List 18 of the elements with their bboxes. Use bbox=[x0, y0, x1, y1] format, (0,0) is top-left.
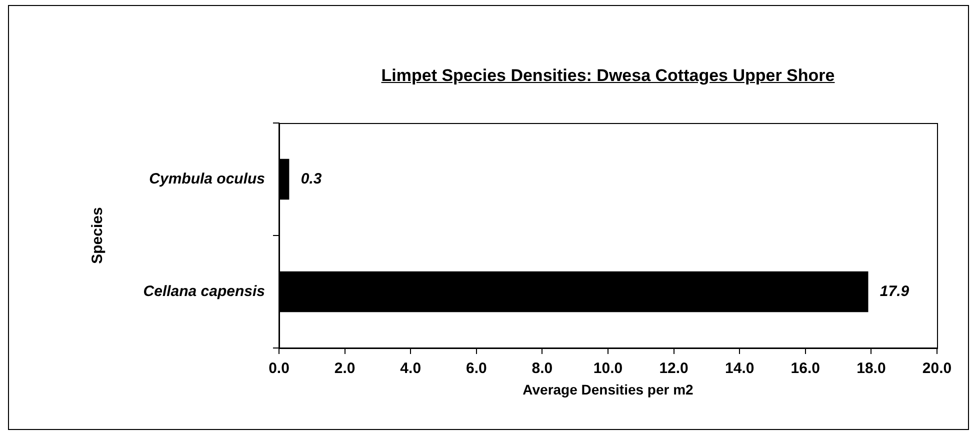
x-tick-label: 18.0 bbox=[856, 360, 886, 378]
x-tick-label: 10.0 bbox=[593, 360, 623, 378]
x-tick-label: 14.0 bbox=[725, 360, 754, 378]
data-label: 0.3 bbox=[300, 170, 322, 188]
x-axis-title: Average Densities per m2 bbox=[522, 381, 694, 398]
x-tick-label: 2.0 bbox=[334, 360, 356, 378]
x-tick-label: 6.0 bbox=[466, 360, 487, 378]
y-axis-title: Species bbox=[89, 207, 106, 264]
x-tick-label: 20.0 bbox=[922, 360, 952, 378]
data-label: 17.9 bbox=[880, 282, 910, 300]
x-tick-label: 16.0 bbox=[790, 360, 820, 378]
x-tick-label: 12.0 bbox=[659, 360, 688, 378]
y-tick-label: Cymbula oculus bbox=[149, 170, 265, 188]
x-tick-label: 0.0 bbox=[268, 360, 290, 378]
chart-title: Limpet Species Densities: Dwesa Cottages Upper Shore bbox=[380, 66, 836, 86]
x-tick-label: 8.0 bbox=[532, 360, 553, 378]
y-tick-label: Cellana capensis bbox=[143, 282, 265, 300]
x-tick-label: 4.0 bbox=[400, 360, 422, 378]
